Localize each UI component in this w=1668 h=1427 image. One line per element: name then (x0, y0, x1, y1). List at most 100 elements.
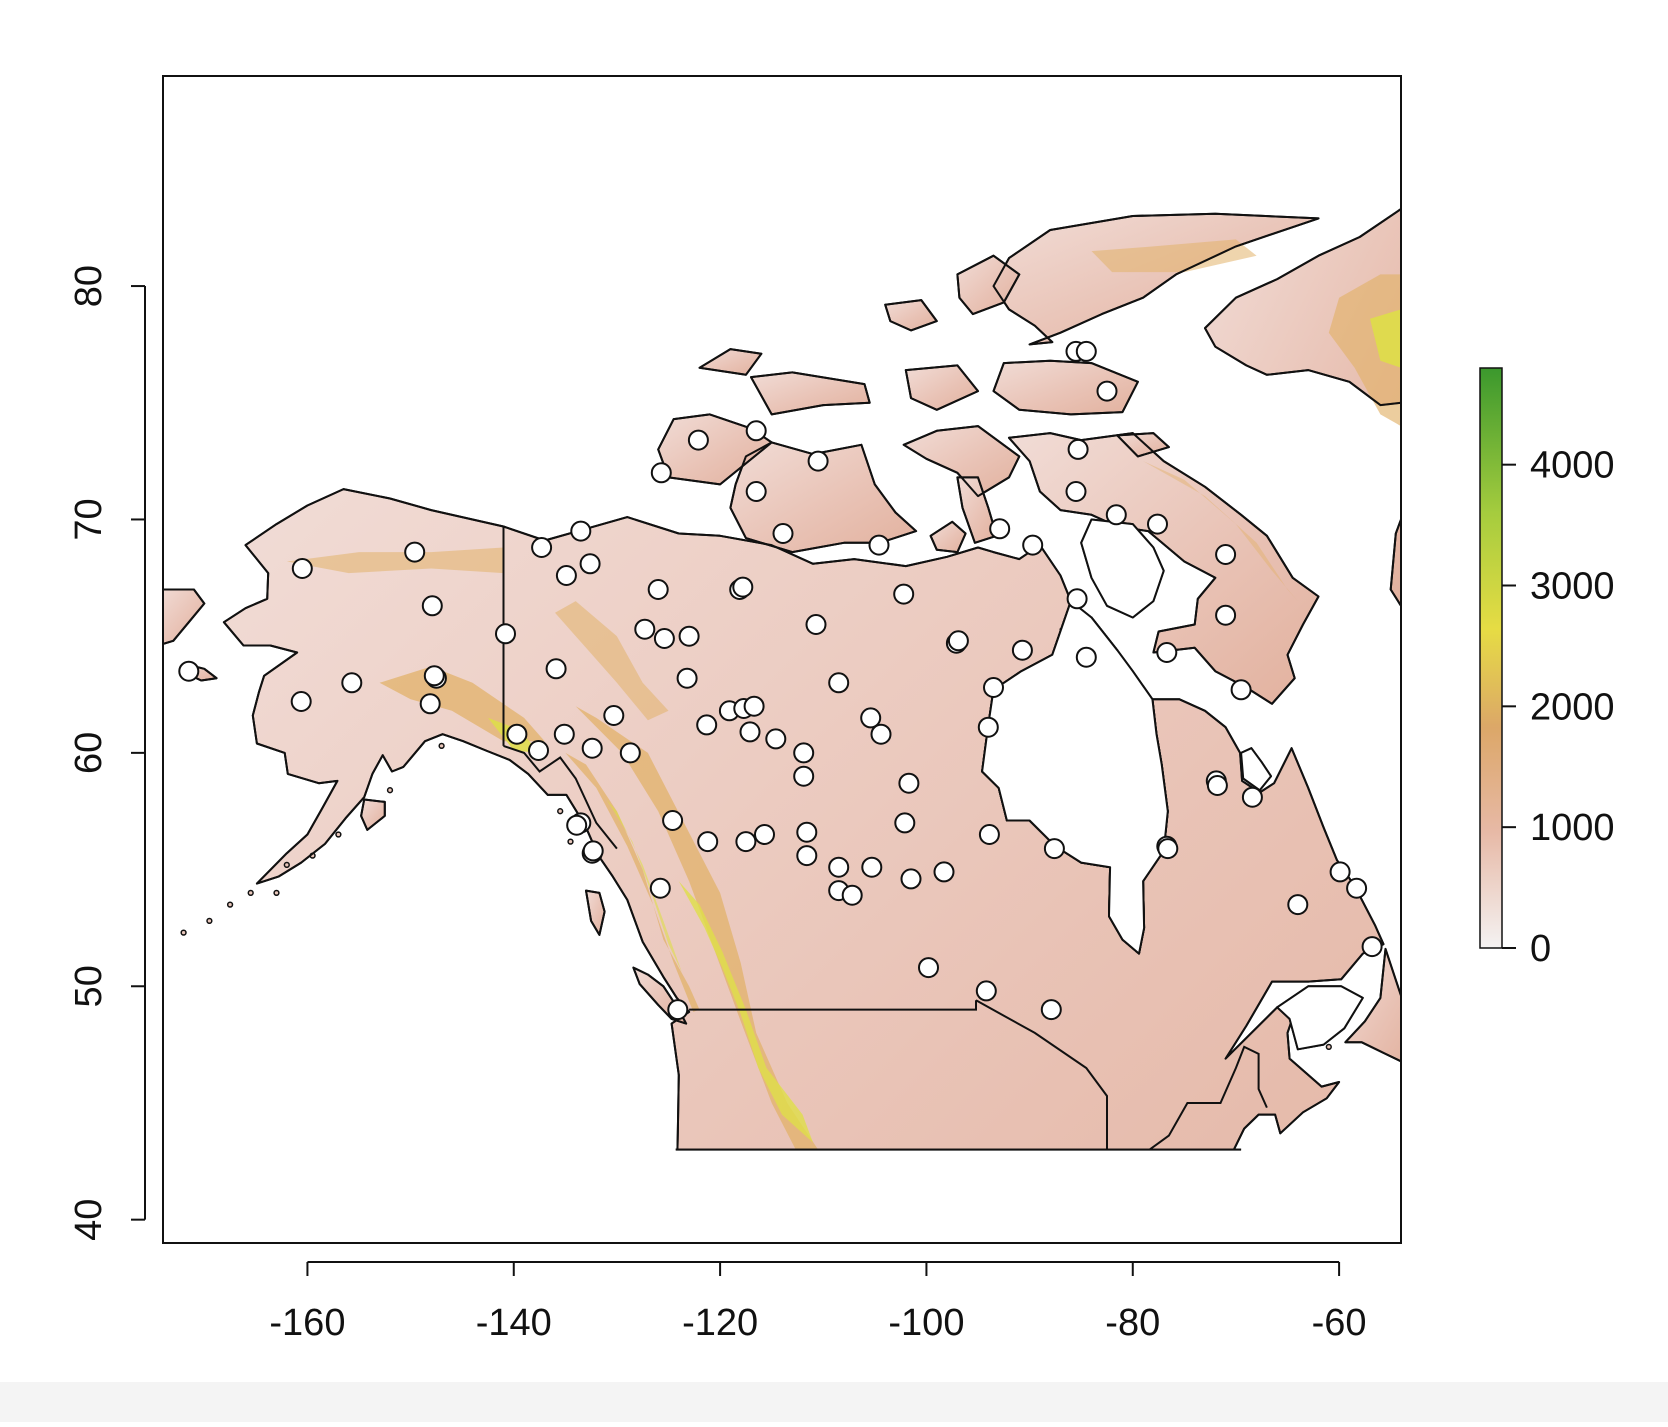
station-marker (421, 595, 443, 617)
station-marker (419, 693, 441, 715)
small-island (557, 808, 564, 815)
station-marker (754, 824, 775, 845)
x-tick-label: -100 (888, 1302, 964, 1344)
y-axis: 40 50 60 70 80 (68, 265, 146, 1241)
gulf-of-st-lawrence-water (1276, 985, 1364, 1051)
king-william-island-coast (929, 520, 967, 554)
station-marker (745, 481, 767, 502)
chukotka (163, 588, 206, 645)
small-island (335, 831, 342, 838)
axel-heiberg-island-coast (956, 254, 1021, 316)
small-island (180, 929, 187, 936)
small-island (283, 861, 290, 869)
station-marker (506, 723, 528, 745)
station-marker (341, 672, 363, 694)
y-tick-label: 50 (68, 965, 110, 1007)
station-marker (1066, 588, 1088, 610)
small-island (226, 901, 234, 908)
station-marker (404, 541, 426, 563)
x-tick-label: -60 (1312, 1302, 1367, 1344)
small-island (247, 889, 254, 897)
mountain-relief (163, 208, 1401, 1243)
station-marker (828, 672, 850, 694)
brooks-range (286, 547, 504, 574)
station-marker (860, 707, 882, 729)
legend-tick-label: 0 (1530, 928, 1551, 970)
political-borders (163, 526, 1401, 1243)
prince-patrick-island-coast (698, 348, 763, 376)
station-marker (291, 558, 313, 579)
station-marker (650, 462, 672, 484)
station-marker (1067, 438, 1089, 460)
station-marker (1215, 604, 1237, 626)
station-marker (898, 772, 920, 794)
station-marker (1147, 513, 1168, 535)
melville-island-coast (750, 371, 871, 416)
station-marker (1075, 646, 1097, 668)
prince-of-wales-somerset-coast (902, 425, 1021, 498)
mackenzie-mountains (555, 601, 669, 721)
station-marker (893, 583, 915, 605)
chukotka-coast (163, 588, 206, 645)
ungava-bay-water (1240, 747, 1272, 792)
small-island (206, 917, 213, 925)
small-island (567, 838, 574, 845)
haida-gwaii-coast (585, 889, 606, 936)
station-marker (765, 728, 787, 750)
station-marker (582, 840, 604, 862)
legend-tick-label: 3000 (1530, 566, 1615, 608)
small-island (1325, 1043, 1332, 1051)
station-marker (1215, 544, 1237, 565)
station-marker (634, 618, 656, 640)
station-marker (1043, 838, 1065, 860)
station-marker (566, 814, 588, 836)
station-marker (1022, 534, 1044, 556)
station-marker (649, 877, 671, 899)
station-marker (861, 856, 883, 878)
station-marker (796, 821, 818, 843)
station-marker (687, 429, 709, 451)
station-marker (745, 420, 767, 442)
y-tick-label: 70 (68, 498, 110, 540)
station-marker (1329, 861, 1351, 883)
station-marker (1361, 936, 1383, 958)
vancouver-island-coast (632, 966, 688, 1025)
station-marker (1040, 999, 1062, 1021)
x-tick-label: -120 (682, 1302, 758, 1344)
station-marker (1105, 504, 1127, 526)
station-marker (933, 861, 955, 883)
greenland-ice-sheet (1328, 274, 1401, 427)
no-data-mask (163, 1149, 1401, 1243)
station-marker (423, 665, 445, 687)
station-marker (841, 884, 863, 906)
y-tick-label: 40 (68, 1199, 110, 1241)
x-tick-label: -80 (1105, 1302, 1160, 1344)
elevation-legend: 0 1000 2000 3000 4000 (1479, 367, 1615, 970)
station-marker (531, 537, 553, 558)
weather-stations (178, 340, 1383, 1021)
station-marker (735, 831, 757, 853)
station-marker (1011, 639, 1033, 661)
greenland-coast (1204, 208, 1401, 607)
station-marker (647, 579, 669, 600)
y-tick-label: 80 (68, 265, 110, 307)
station-marker (619, 742, 641, 764)
station-marker (894, 812, 916, 834)
station-marker (1075, 340, 1097, 362)
station-marker (805, 614, 827, 635)
devon-island-coast (992, 359, 1139, 416)
station-marker (947, 630, 969, 652)
station-marker (290, 691, 312, 712)
station-marker (870, 723, 892, 745)
coast-mountains-peaks (606, 799, 682, 973)
station-marker (678, 625, 700, 647)
bylot-island-coast (1116, 432, 1170, 458)
station-marker (662, 810, 684, 831)
station-marker (732, 576, 754, 598)
kodiak-island-coast (360, 798, 386, 831)
station-marker (495, 623, 516, 645)
station-marker (676, 667, 698, 689)
station-marker (579, 553, 601, 575)
